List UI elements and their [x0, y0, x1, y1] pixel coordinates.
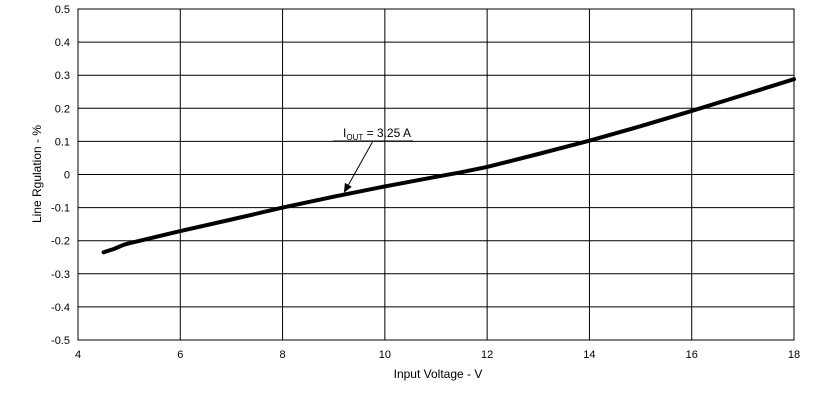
y-tick-label: 0 — [64, 170, 70, 182]
x-tick-label: 12 — [481, 349, 493, 361]
y-tick-label: 0.3 — [55, 70, 70, 82]
y-tick-label: 0.4 — [55, 37, 70, 49]
y-tick-labels: -0.5 -0.4 -0.3 -0.2 -0.1 0 0.1 0.2 0.3 0.4 0.5 — [51, 4, 70, 347]
grid-lines — [77, 8, 795, 341]
annotation-rest: = 3.25 A — [363, 126, 411, 140]
annotation-arrowhead — [343, 182, 352, 193]
x-tick-label: 4 — [75, 349, 81, 361]
x-tick-label: 6 — [177, 349, 183, 361]
x-tick-label: 10 — [379, 349, 391, 361]
y-tick-label: -0.3 — [51, 269, 70, 281]
x-tick-label: 18 — [788, 349, 800, 361]
x-tick-label: 8 — [280, 349, 286, 361]
annotation-arrow — [347, 140, 374, 186]
annotation-label: IOUT = 3.25 A — [343, 126, 411, 142]
annotation-main: I — [343, 126, 346, 140]
x-tick-label: 16 — [686, 349, 698, 361]
x-tick-labels: 4 6 8 10 12 14 16 18 — [75, 349, 800, 361]
x-axis-label: Input Voltage - V — [394, 367, 483, 381]
x-tick-label: 14 — [583, 349, 595, 361]
y-tick-label: 0.2 — [55, 103, 70, 115]
y-tick-label: -0.2 — [51, 236, 70, 248]
y-tick-label: -0.4 — [51, 302, 70, 314]
series-line — [101, 77, 796, 255]
y-tick-label: -0.5 — [51, 335, 70, 347]
annotation: IOUT = 3.25 A — [333, 126, 413, 193]
annotation-subscript: OUT — [346, 133, 363, 142]
y-axis-label: Line Rgulation - % — [30, 125, 44, 223]
series-layer — [101, 77, 796, 255]
y-tick-label: 0.5 — [55, 4, 70, 16]
y-tick-label: 0.1 — [55, 136, 70, 148]
y-tick-label: -0.1 — [51, 203, 70, 215]
